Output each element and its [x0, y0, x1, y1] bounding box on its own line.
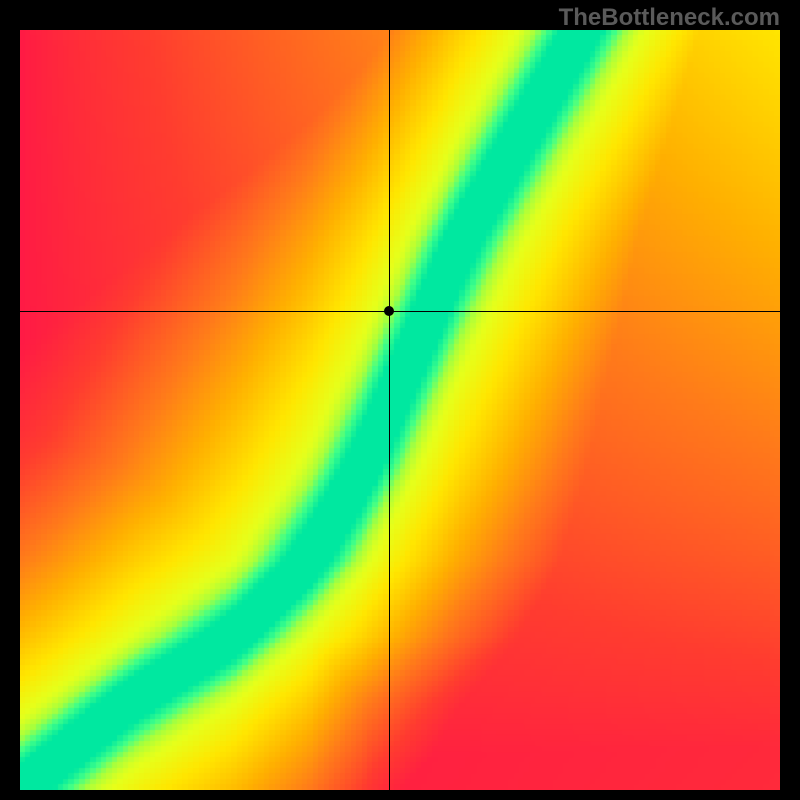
marker-dot — [384, 306, 394, 316]
crosshair-horizontal — [20, 311, 780, 312]
heatmap-canvas — [20, 30, 780, 790]
crosshair-vertical — [389, 30, 390, 790]
watermark-text: TheBottleneck.com — [559, 4, 780, 32]
chart-container: TheBottleneck.com — [0, 0, 800, 800]
